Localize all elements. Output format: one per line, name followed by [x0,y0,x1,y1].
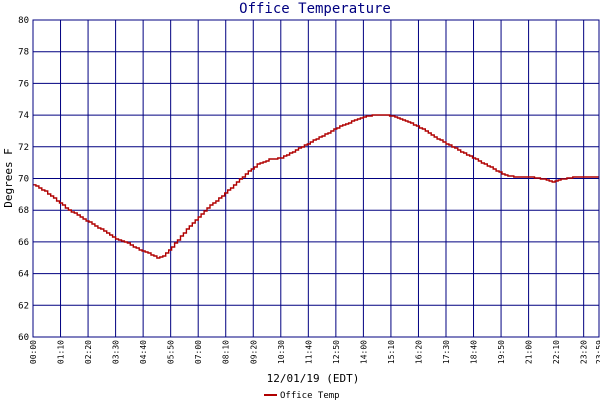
y-tick-label: 72 [18,143,29,153]
x-tick-label: 16:20 [414,340,423,364]
x-tick-label: 18:40 [470,340,479,364]
x-tick-label: 23:59 [595,340,600,364]
y-axis-label: Degrees F [2,148,15,208]
x-tick-label: 11:40 [304,340,313,364]
y-tick-label: 64 [18,270,29,280]
y-tick-label: 76 [18,79,29,89]
series-line-0 [33,114,599,259]
x-tick-label: 10:30 [277,340,286,364]
x-tick-label: 07:00 [194,340,203,364]
y-tick-label: 68 [18,206,29,216]
x-tick-label: 05:50 [167,340,176,364]
y-tick-label: 74 [18,111,29,121]
x-tick-label: 01:10 [57,340,66,364]
y-tick-label: 62 [18,301,29,311]
x-tick-label: 17:30 [442,340,451,364]
x-tick-label: 15:10 [387,340,396,364]
x-tick-label: 12:50 [332,340,341,364]
x-tick-label: 08:10 [222,340,231,364]
x-tick-label: 14:00 [359,340,368,364]
x-tick-label: 00:00 [29,340,38,364]
series-group [33,114,599,259]
x-tick-label: 21:00 [525,340,534,364]
x-tick-label: 04:40 [139,340,148,364]
x-tick-label: 02:20 [84,340,93,364]
chart-title: Office Temperature [239,1,391,17]
x-tick-label: 19:50 [497,340,506,364]
legend: Office Temp [264,391,340,400]
y-axis-ticks: 60 62 64 66 68 70 72 74 76 78 80 [18,16,29,343]
x-tick-label: 09:20 [249,340,258,364]
x-tick-label: 22:10 [552,340,561,364]
y-tick-label: 66 [18,238,29,248]
plot-frame [32,19,600,338]
y-tick-label: 60 [18,333,29,343]
x-tick-label: 03:30 [112,340,121,364]
legend-label: Office Temp [280,391,340,400]
y-tick-label: 80 [18,16,29,26]
x-axis-label: 12/01/19 (EDT) [267,372,360,385]
x-tick-label: 23:20 [580,340,589,364]
y-tick-label: 78 [18,48,29,58]
y-tick-label: 70 [18,175,29,185]
grid-lines [32,19,600,338]
x-axis-ticks: 00:00 01:10 02:20 03:30 04:40 05:50 07:00 08:10… [29,340,600,364]
